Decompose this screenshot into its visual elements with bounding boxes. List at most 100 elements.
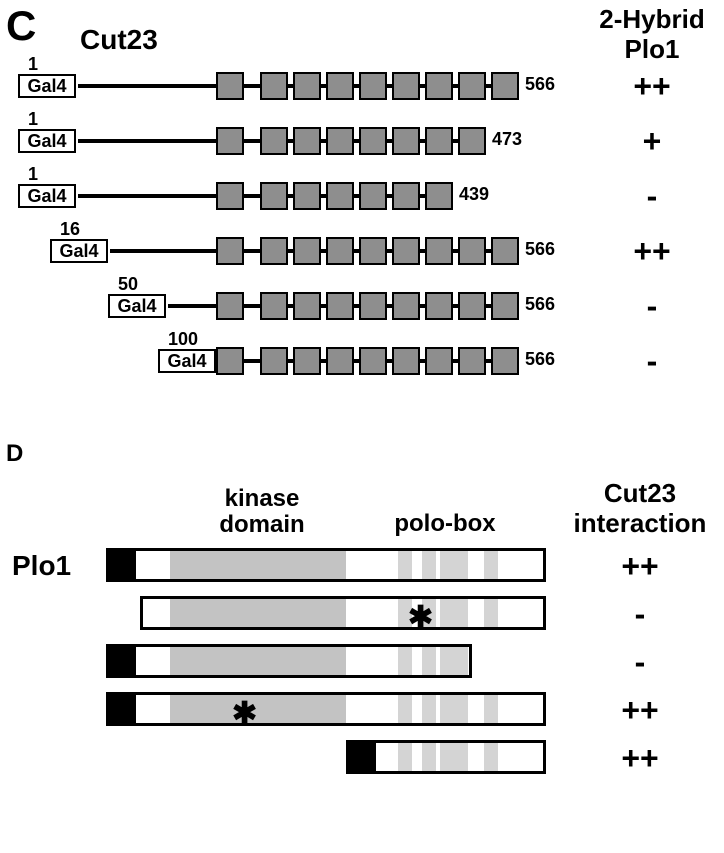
end-position-label: 473 [492, 129, 522, 150]
tpr-repeat-box [216, 292, 244, 320]
cut23-interaction-result: - [600, 596, 680, 633]
cut23-construct-row: 50Gal4566- [0, 280, 724, 320]
cut23-interaction-result: ++ [600, 692, 680, 729]
tpr-repeat-box [216, 127, 244, 155]
panel-d-header2: interaction [560, 508, 720, 539]
tpr-repeat-box [260, 127, 288, 155]
tpr-repeat-box [293, 72, 321, 100]
tpr-repeat-box [326, 237, 354, 265]
cut23-construct-row: 16Gal4566++ [0, 225, 724, 265]
panel-c-label: C [6, 2, 36, 50]
polo-box-stripe [422, 548, 436, 582]
two-hybrid-result: + [612, 123, 692, 160]
tpr-repeat-box [260, 237, 288, 265]
n-terminal-black-region [346, 740, 376, 774]
gal4-box: Gal4 [18, 184, 76, 208]
two-hybrid-result: - [612, 178, 692, 215]
plo1-construct-row: ++ [0, 740, 724, 776]
tpr-repeat-box [491, 72, 519, 100]
two-hybrid-result: - [612, 288, 692, 325]
start-position-label: 16 [60, 219, 80, 240]
tpr-repeat-box [458, 347, 486, 375]
tpr-repeat-box [293, 182, 321, 210]
tpr-repeat-box [326, 127, 354, 155]
polo-box-stripe [454, 644, 468, 678]
start-position-label: 100 [168, 329, 198, 350]
tpr-repeat-box [392, 237, 420, 265]
plo1-construct-row: ✱ ++ [0, 692, 724, 728]
cut23-interaction-result: ++ [600, 740, 680, 777]
gal4-box: Gal4 [108, 294, 166, 318]
panel-c-header1: 2-Hybrid [582, 4, 722, 35]
mutation-star-icon: ✱ [232, 696, 257, 731]
tpr-repeat-box [491, 292, 519, 320]
mutation-star-icon: ✱ [408, 600, 433, 635]
polo-box-label: polo-box [370, 510, 520, 538]
tpr-repeat-box [425, 72, 453, 100]
tpr-repeat-box [392, 292, 420, 320]
tpr-repeat-box [326, 72, 354, 100]
cut23-interaction-result: - [600, 644, 680, 681]
tpr-repeat-box [458, 127, 486, 155]
tpr-repeat-box [359, 237, 387, 265]
tpr-repeat-box [458, 237, 486, 265]
gal4-box: Gal4 [50, 239, 108, 263]
kinase-domain-region [170, 596, 346, 630]
tpr-repeat-box [425, 127, 453, 155]
end-position-label: 566 [525, 349, 555, 370]
tpr-repeat-box [216, 237, 244, 265]
tpr-repeat-box [392, 182, 420, 210]
tpr-repeat-box [425, 237, 453, 265]
polo-box-stripe [398, 692, 412, 726]
panel-c-title: Cut23 [80, 24, 158, 56]
tpr-repeat-box [293, 127, 321, 155]
tpr-repeat-box [326, 292, 354, 320]
tpr-repeat-box [392, 347, 420, 375]
kinase-domain-region [170, 548, 346, 582]
tpr-repeat-box [260, 72, 288, 100]
polo-box-stripe [422, 740, 436, 774]
n-terminal-black-region [106, 644, 136, 678]
tpr-repeat-box [216, 182, 244, 210]
start-position-label: 1 [28, 109, 38, 130]
n-terminal-black-region [106, 692, 136, 726]
cut23-construct-row: 1Gal4439- [0, 170, 724, 210]
tpr-repeat-box [425, 347, 453, 375]
tpr-repeat-box [260, 347, 288, 375]
tpr-repeat-box [260, 292, 288, 320]
polo-box-stripe [484, 596, 498, 630]
tpr-repeat-box [293, 347, 321, 375]
tpr-repeat-box [491, 347, 519, 375]
tpr-repeat-box [326, 347, 354, 375]
kinase-domain-region [170, 692, 346, 726]
tpr-repeat-box [491, 237, 519, 265]
tpr-repeat-box [359, 347, 387, 375]
panel-d-label: D [6, 440, 23, 468]
polo-box-stripe [484, 692, 498, 726]
tpr-repeat-box [392, 72, 420, 100]
polo-box-stripe [398, 644, 412, 678]
kinase-domain-label: kinase domain [182, 486, 342, 539]
polo-box-stripe [398, 740, 412, 774]
gal4-box: Gal4 [18, 74, 76, 98]
polo-box-stripe [440, 644, 454, 678]
end-position-label: 566 [525, 74, 555, 95]
end-position-label: 566 [525, 294, 555, 315]
two-hybrid-result: ++ [612, 233, 692, 270]
polo-box-stripe [454, 596, 468, 630]
polo-box-stripe [440, 692, 454, 726]
tpr-repeat-box [359, 72, 387, 100]
tpr-repeat-box [293, 237, 321, 265]
start-position-label: 1 [28, 54, 38, 75]
cut23-construct-row: 100Gal4566- [0, 335, 724, 375]
n-terminal-black-region [106, 548, 136, 582]
tpr-repeat-box [425, 182, 453, 210]
tpr-repeat-box [458, 292, 486, 320]
gal4-box: Gal4 [18, 129, 76, 153]
polo-box-stripe [454, 548, 468, 582]
tpr-repeat-box [326, 182, 354, 210]
cut23-construct-row: 1Gal4566++ [0, 60, 724, 100]
cut23-construct-row: 1Gal4473+ [0, 115, 724, 155]
two-hybrid-result: ++ [612, 68, 692, 105]
polo-box-stripe [454, 740, 468, 774]
